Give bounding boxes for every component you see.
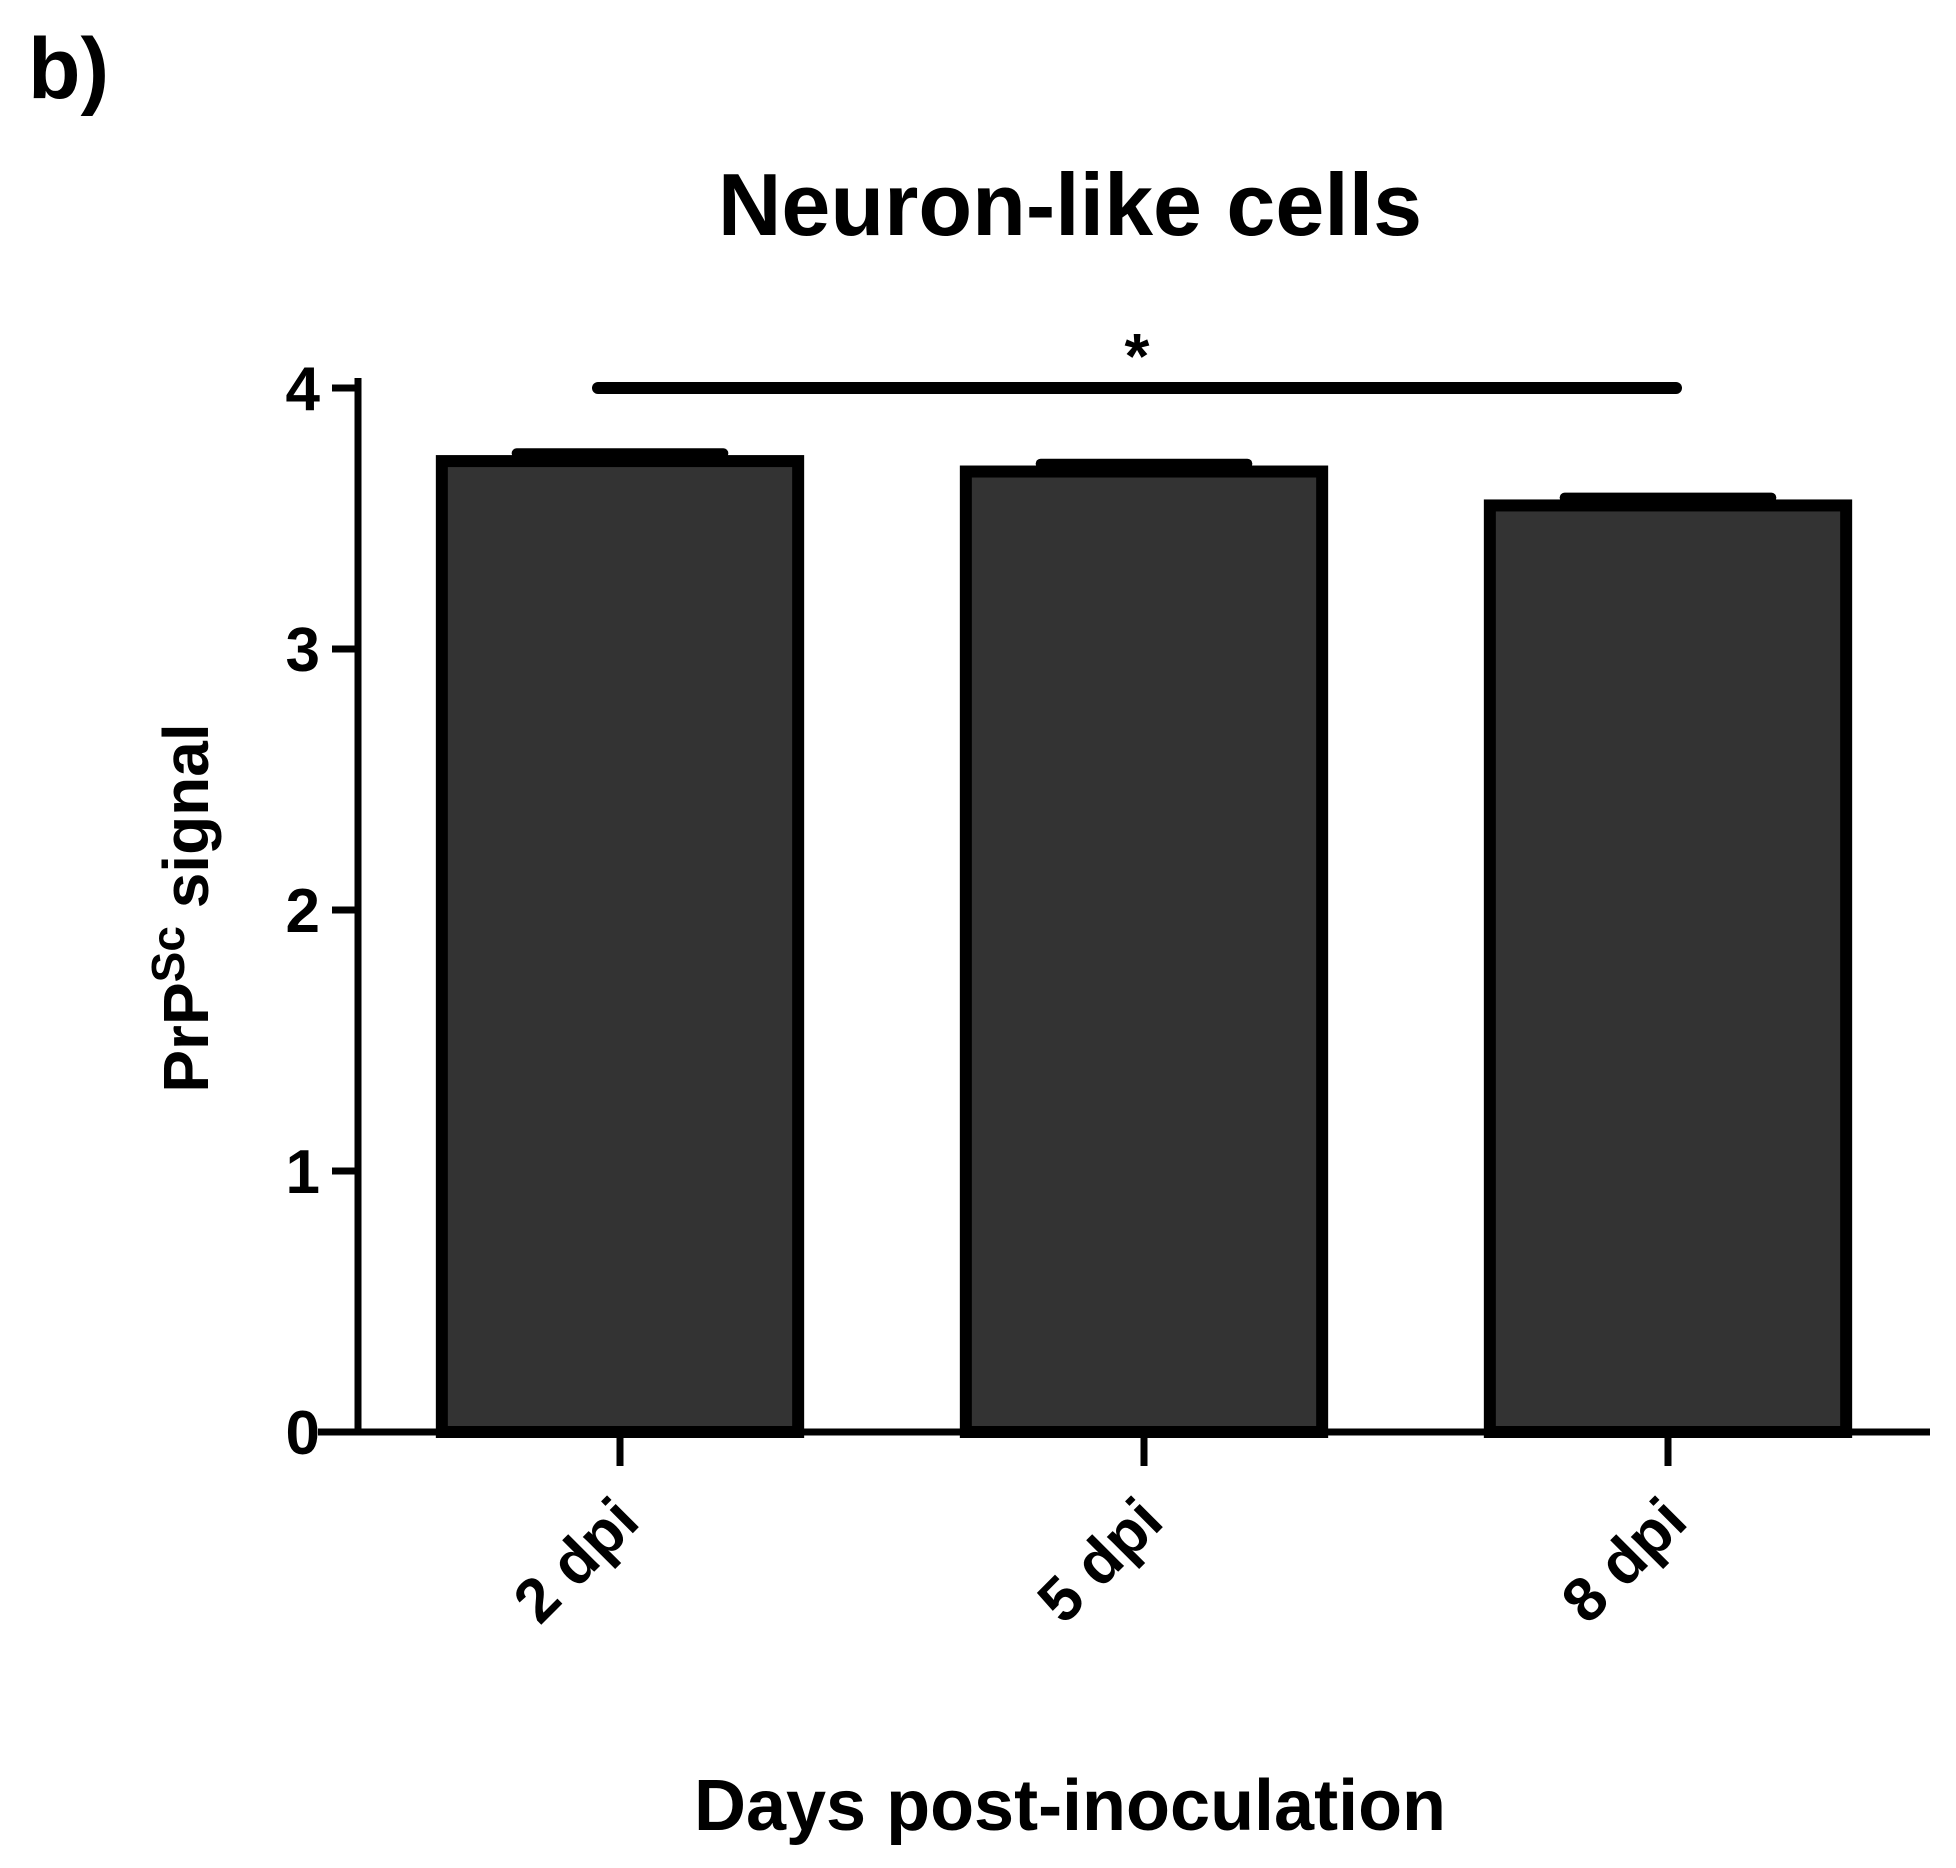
bar-3 <box>1483 499 1853 1438</box>
y-axis-label-rest: signal <box>150 723 222 926</box>
significance-star: * <box>1125 320 1150 392</box>
chart-title: Neuron-like cells <box>718 155 1422 254</box>
y-axis-label: PrPSc signal <box>142 723 222 1092</box>
y-tick-label-0: 0 <box>286 1399 320 1468</box>
significance-layer: * <box>592 320 1682 394</box>
x-tick-label-1: 2 dpi <box>501 1485 652 1636</box>
y-tick-label-2: 2 <box>286 877 320 946</box>
x-ticks-layer: 2 dpi 5 dpi 8 dpi <box>501 1432 1700 1636</box>
y-axis-label-superscript: Sc <box>142 926 194 982</box>
y-axis-label-main: PrP <box>150 982 222 1092</box>
bar-2 <box>959 465 1329 1438</box>
panel-label: b) <box>28 21 109 117</box>
y-tick-label-3: 3 <box>286 616 320 685</box>
bars-layer <box>435 455 1853 1438</box>
bar-1 <box>435 455 805 1438</box>
x-tick-label-3: 8 dpi <box>1549 1485 1700 1636</box>
y-tick-label-4: 4 <box>286 355 321 424</box>
y-tick-label-1: 1 <box>286 1138 320 1207</box>
x-axis-label: Days post-inoculation <box>694 1766 1446 1846</box>
error-bars-layer <box>511 448 1777 506</box>
x-tick-label-2: 5 dpi <box>1025 1485 1176 1636</box>
axes-layer <box>318 378 1930 1436</box>
y-ticks-layer: 0 1 2 3 4 <box>286 355 358 1468</box>
